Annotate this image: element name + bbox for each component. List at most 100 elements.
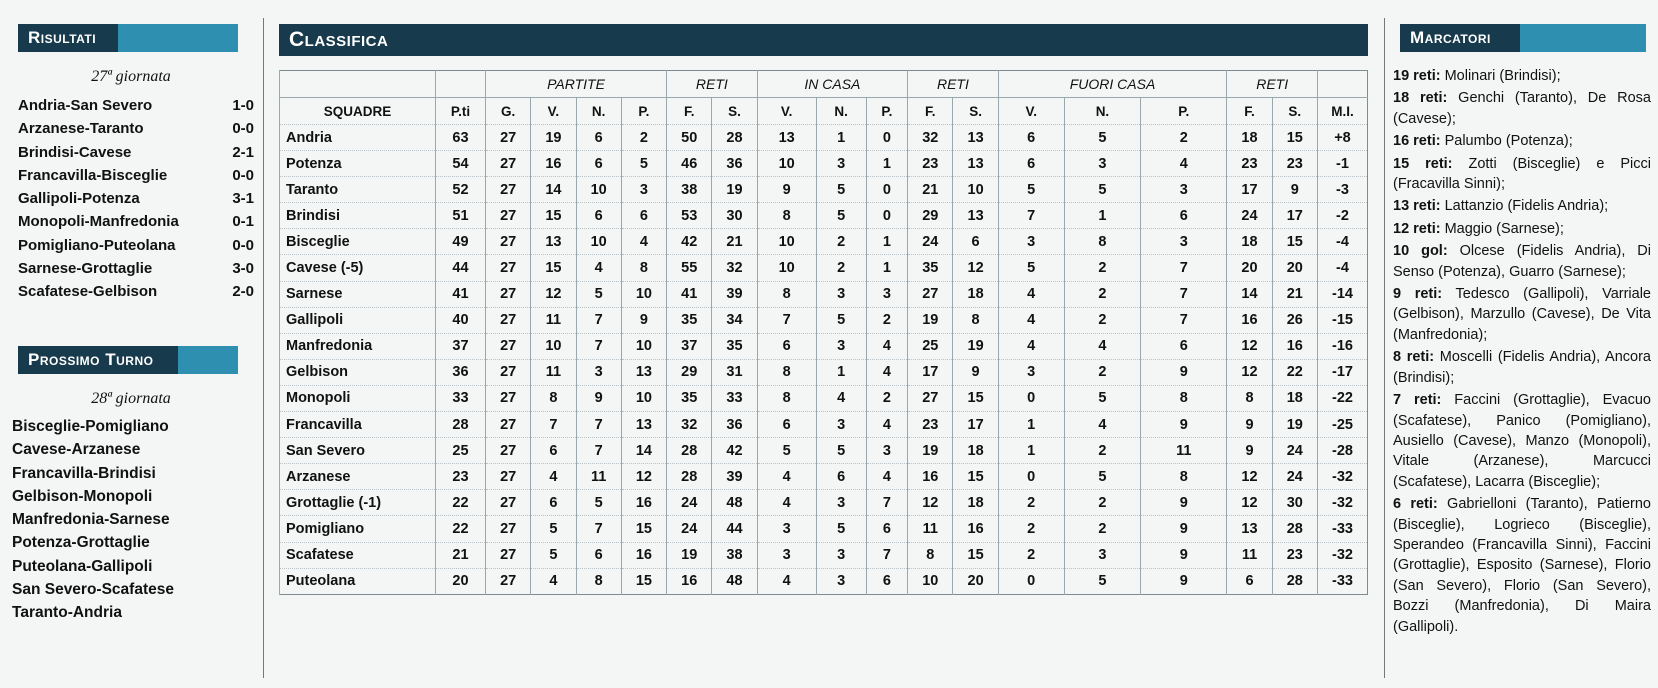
stat-cell: 15 xyxy=(952,541,999,569)
stat-cell: 0 xyxy=(997,567,1065,595)
stat-cell: 7 xyxy=(865,541,908,569)
stat-cell: 55 xyxy=(666,254,712,282)
stat-cell: 0 xyxy=(997,384,1065,412)
classifica-title: Classifica xyxy=(289,28,389,51)
points-cell: 37 xyxy=(435,332,486,360)
stat-cell: 27 xyxy=(484,332,531,360)
next-round-match: San Severo-Scafatese xyxy=(12,581,174,599)
stat-cell: 12 xyxy=(1226,332,1273,360)
stat-cell: 6 xyxy=(1226,567,1273,595)
stat-cell: 15 xyxy=(620,515,667,542)
stat-cell: 46 xyxy=(666,150,712,177)
stat-cell: 0 xyxy=(997,463,1065,490)
stat-cell: 13 xyxy=(756,123,817,151)
scorer-names: Tedesco (Gallipoli), Varriale (Gelbison)… xyxy=(1393,286,1651,343)
stat-cell: 27 xyxy=(484,437,531,464)
stat-cell: 19 xyxy=(907,306,953,334)
stat-cell: 7 xyxy=(1140,254,1227,282)
stat-cell: 28 xyxy=(1271,567,1318,595)
stat-cell: 6 xyxy=(865,567,908,595)
stat-cell: -25 xyxy=(1317,411,1368,438)
stat-cell: 7 xyxy=(575,332,622,360)
stat-cell: 27 xyxy=(484,489,531,516)
group-header-reti-casa: RETI xyxy=(907,70,999,98)
result-score: 2-1 xyxy=(232,143,254,161)
standings-group-header-row: PARTITE RETI IN CASA RETI FUORI CASA RET… xyxy=(279,70,1368,98)
stat-cell: 5 xyxy=(815,437,867,464)
team-name: Andria xyxy=(279,123,436,151)
next-round-match: Taranto-Andria xyxy=(12,604,122,622)
stat-cell: 8 xyxy=(756,358,817,386)
stat-cell: 4 xyxy=(997,306,1065,334)
stat-cell: -14 xyxy=(1317,280,1368,308)
stat-cell: 5 xyxy=(1063,567,1141,595)
stat-cell: 23 xyxy=(1271,541,1318,569)
stat-cell: 27 xyxy=(484,228,531,255)
stat-cell: 3 xyxy=(865,280,908,308)
stat-cell: 3 xyxy=(815,332,867,360)
scorer-goal-count: 19 reti: xyxy=(1393,68,1441,84)
points-cell: 28 xyxy=(435,411,486,438)
stat-cell: 4 xyxy=(865,332,908,360)
standings-column-header-row: SQUADRE P.ti G. V. N. P. F. S. V. N. P. F. S. V. N. P. F… xyxy=(279,97,1368,125)
stat-cell: 27 xyxy=(484,280,531,308)
stat-cell: 3 xyxy=(1140,228,1227,255)
group-header-in-casa: IN CASA xyxy=(756,70,908,98)
column-header: N. xyxy=(575,97,622,125)
stat-cell: 3 xyxy=(1063,541,1141,569)
stat-cell: 36 xyxy=(711,411,758,438)
stat-cell: 5 xyxy=(815,515,867,542)
scorer-names: Olcese (Fidelis Andria), Di Senso (Poten… xyxy=(1393,243,1651,280)
column-header: P. xyxy=(620,97,667,125)
stat-cell: 16 xyxy=(952,515,999,542)
stat-cell: 7 xyxy=(575,306,622,334)
column-header: F. xyxy=(1226,97,1273,125)
stat-cell: 0 xyxy=(865,176,908,203)
column-header: F. xyxy=(666,97,712,125)
stat-cell: 27 xyxy=(907,280,953,308)
team-name: Arzanese xyxy=(279,463,436,490)
stat-cell: 8 xyxy=(756,280,817,308)
scorer-goal-count: 13 reti: xyxy=(1393,198,1441,215)
stat-cell: 16 xyxy=(907,463,953,490)
scorers-list: 19 reti: Molinari (Brindisi); 18 reti: Ge… xyxy=(1393,66,1651,639)
stat-cell: 13 xyxy=(952,150,999,177)
points-cell: 36 xyxy=(435,358,486,386)
stat-cell: 27 xyxy=(484,463,531,490)
stat-cell: 9 xyxy=(1140,411,1227,438)
stat-cell: 36 xyxy=(711,150,758,177)
team-name: Bisceglie xyxy=(279,228,436,255)
stat-cell: 17 xyxy=(952,411,999,438)
team-name: Puteolana xyxy=(279,567,436,595)
stat-cell: 9 xyxy=(1226,411,1273,438)
stat-cell: -32 xyxy=(1317,541,1368,569)
scorer-goal-count: 6 reti: xyxy=(1393,496,1438,513)
stat-cell: 7 xyxy=(575,515,622,542)
stat-cell: 27 xyxy=(484,202,531,229)
stat-cell: 9 xyxy=(1226,437,1273,464)
stat-cell: 23 xyxy=(907,411,953,438)
stat-cell: 11 xyxy=(1226,541,1273,569)
column-header: F. xyxy=(907,97,953,125)
stat-cell: 42 xyxy=(666,228,712,255)
stat-cell: 6 xyxy=(997,150,1065,177)
result-score: 2-0 xyxy=(232,283,254,301)
group-header-partite: PARTITE xyxy=(484,70,667,98)
stat-cell: 7 xyxy=(997,202,1065,229)
stat-cell: 22 xyxy=(1271,358,1318,386)
stat-cell: 18 xyxy=(952,437,999,464)
points-cell: 33 xyxy=(435,384,486,412)
stat-cell: 14 xyxy=(530,176,577,203)
scorer-entry: 19 reti: Molinari (Brindisi); xyxy=(1393,66,1651,86)
stat-cell: 17 xyxy=(907,358,953,386)
stat-cell: 23 xyxy=(1271,150,1318,177)
stat-cell: 8 xyxy=(1140,384,1227,412)
scorer-names: Lattanzio (Fidelis Andria); xyxy=(1440,198,1609,215)
team-name: Potenza xyxy=(279,150,436,177)
stat-cell: 6 xyxy=(620,202,667,229)
standings-row: Pomigliano 22 27 5 7 15 24 44 3 5 6 11 16 2 2 9 13 28 -33 xyxy=(279,515,1368,542)
stat-cell: 32 xyxy=(907,123,953,151)
result-match: Francavilla-Bisceglie xyxy=(18,166,168,184)
next-round-match: Puteolana-Gallipoli xyxy=(12,557,153,575)
stat-cell: 32 xyxy=(711,254,758,282)
